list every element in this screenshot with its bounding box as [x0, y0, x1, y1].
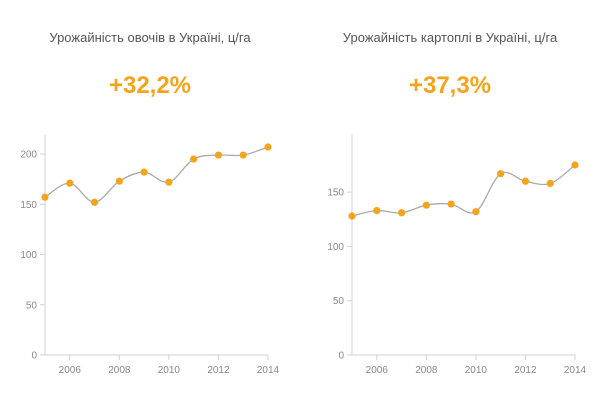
- data-point: [190, 155, 198, 163]
- data-point: [422, 201, 430, 209]
- y-tick-label: 150: [20, 200, 37, 211]
- x-tick-label: 2014: [564, 365, 587, 376]
- y-tick-label: 0: [338, 351, 344, 362]
- chart-title: Урожайність овочів в Україні, ц/га: [49, 30, 251, 45]
- line-chart: 0 50 100 150 2006 2008 2010 2012 2014: [327, 135, 587, 376]
- series-line: [351, 164, 576, 217]
- y-tick-label: 50: [26, 300, 38, 311]
- data-point: [546, 179, 554, 188]
- series-line: [44, 146, 269, 203]
- x-tick-label: 2008: [108, 365, 131, 376]
- x-tick-label: 2012: [514, 365, 537, 376]
- x-tick-label: 2012: [207, 365, 230, 376]
- x-tick-label: 2010: [158, 365, 181, 376]
- data-point: [165, 178, 173, 186]
- y-tick-label: 200: [20, 150, 37, 161]
- data-point: [66, 179, 74, 187]
- data-point: [397, 209, 406, 217]
- data-point: [41, 193, 49, 201]
- x-tick-label: 2008: [415, 365, 438, 376]
- chart-title: Урожайність картоплі в Україні, ц/га: [342, 30, 558, 45]
- y-tick-label: 100: [327, 242, 344, 253]
- data-point: [214, 151, 223, 159]
- y-tick-label: 50: [333, 296, 345, 307]
- data-point: [348, 212, 356, 220]
- percent-change: +32,2%: [108, 72, 192, 99]
- x-tick-label: 2014: [257, 365, 280, 376]
- data-point: [497, 170, 505, 178]
- data-point: [373, 207, 381, 215]
- potatoes-chart-panel: Урожайність картоплі в Україні, ц/га +37…: [300, 0, 600, 400]
- percent-change: +37,3%: [408, 72, 492, 99]
- line-chart: 0 50 100 150 200 2006 2008 2010 2012 2014: [20, 135, 280, 376]
- x-tick-label: 2010: [465, 365, 488, 376]
- data-point: [264, 143, 272, 151]
- data-point: [90, 198, 99, 206]
- x-tick-label: 2006: [59, 365, 82, 376]
- x-tick-label: 2006: [366, 365, 389, 376]
- data-point: [239, 151, 247, 159]
- data-point: [447, 200, 455, 208]
- data-point: [115, 177, 123, 185]
- data-point: [140, 168, 148, 176]
- data-point: [472, 208, 480, 216]
- data-point: [571, 161, 579, 169]
- y-tick-label: 150: [327, 188, 344, 199]
- data-point: [521, 177, 530, 185]
- y-tick-label: 100: [20, 250, 37, 261]
- y-tick-label: 0: [31, 351, 37, 362]
- vegetables-chart-panel: Урожайність овочів в Україні, ц/га +32,2…: [20, 30, 280, 376]
